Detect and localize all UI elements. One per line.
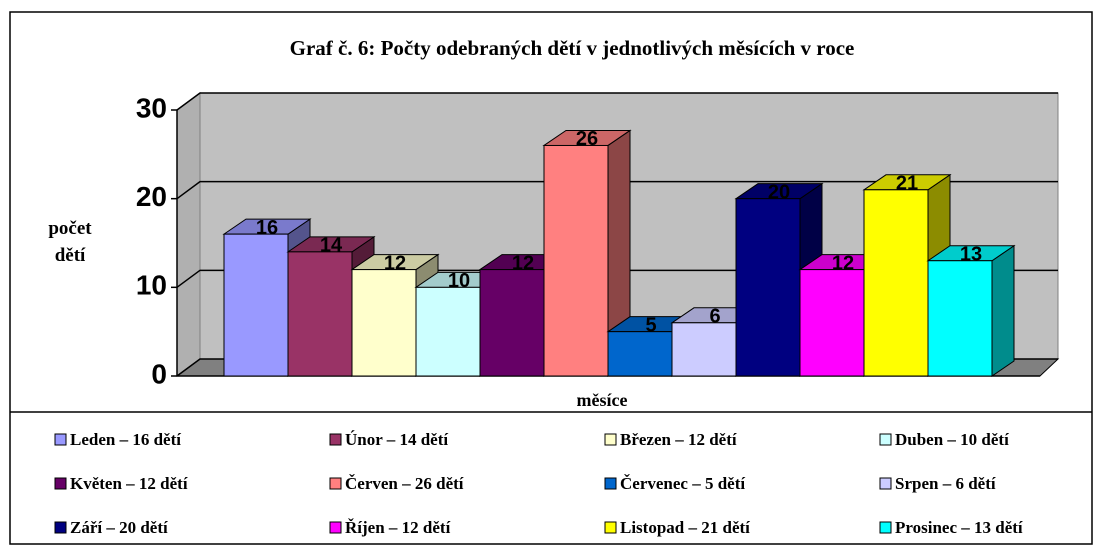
legend-swatch [329,521,342,534]
bar [351,269,417,377]
legend-swatch [329,477,342,490]
bar [223,233,289,377]
legend-label: Srpen – 6 dětí [895,474,996,493]
data-label: 16 [256,217,278,239]
data-label: 5 [645,314,656,336]
legend-label: Prosinec – 13 dětí [895,518,1023,537]
legend-swatch [329,433,342,446]
bar [799,269,865,377]
bar [863,189,929,377]
legend-label: Červen – 26 dětí [345,474,464,493]
data-label: 12 [512,252,534,274]
bar [927,260,993,377]
bar [671,322,737,377]
legend-label: Říjen – 12 dětí [345,518,451,537]
y-tick-label: 30 [136,92,167,123]
bar [543,144,609,377]
y-axis-title: počet dětí [48,218,92,266]
data-label: 12 [832,252,854,274]
legend-swatch [879,477,892,490]
grid-line [176,92,1058,111]
legend-swatch [604,521,617,534]
y-tick-label: 10 [136,270,167,301]
legend-swatch [879,433,892,446]
grid-line [176,180,1058,200]
legend-label: Květen – 12 dětí [70,474,188,493]
bar-side [991,244,1015,377]
legend-label: Duben – 10 dětí [895,430,1009,449]
bar [607,331,673,377]
legend-swatch [879,521,892,534]
legend-label: Září – 20 dětí [70,518,168,537]
y-tick-label: 20 [136,181,167,212]
bar [287,251,353,377]
bar [735,198,801,377]
legend-swatch [54,477,67,490]
legend-swatch [604,477,617,490]
legend-swatch [54,433,67,446]
legend-label: Červenec – 5 dětí [620,474,745,493]
legend-swatch [604,433,617,446]
x-axis-title: měsíce [577,390,628,410]
bar [479,269,545,377]
y-tick-label: 0 [151,358,167,389]
legend-label: Listopad – 21 dětí [620,518,750,537]
data-label: 10 [448,270,470,292]
data-label: 13 [960,244,982,266]
data-label: 21 [896,173,918,195]
y-axis-title-box: počet dětí [48,218,92,266]
data-label: 26 [576,128,598,150]
chart-title: Graf č. 6: Počty odebraných dětí v jedno… [290,36,855,60]
bar [415,286,481,377]
legend-label: Březen – 12 dětí [620,430,737,449]
side-wall [176,92,201,377]
legend-label: Únor – 14 dětí [345,430,448,449]
legend-label: Leden – 16 dětí [70,430,181,449]
data-label: 12 [384,252,406,274]
data-label: 6 [709,306,720,328]
data-label: 14 [320,235,343,257]
legend-swatch [54,521,67,534]
data-label: 20 [768,181,790,203]
